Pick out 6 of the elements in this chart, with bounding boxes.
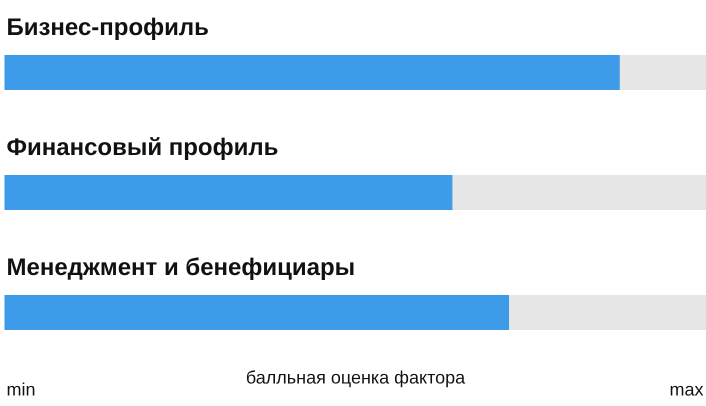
y-tick-label: Финансовый профиль xyxy=(6,134,278,161)
y-tick-label: Бизнес-профиль xyxy=(6,14,209,41)
x-axis-title: балльная оценка фактора xyxy=(246,368,466,388)
text: min xyxy=(6,380,36,400)
y-tick-label: Менеджмент и бенефициары xyxy=(6,254,356,281)
text: max xyxy=(669,380,704,400)
